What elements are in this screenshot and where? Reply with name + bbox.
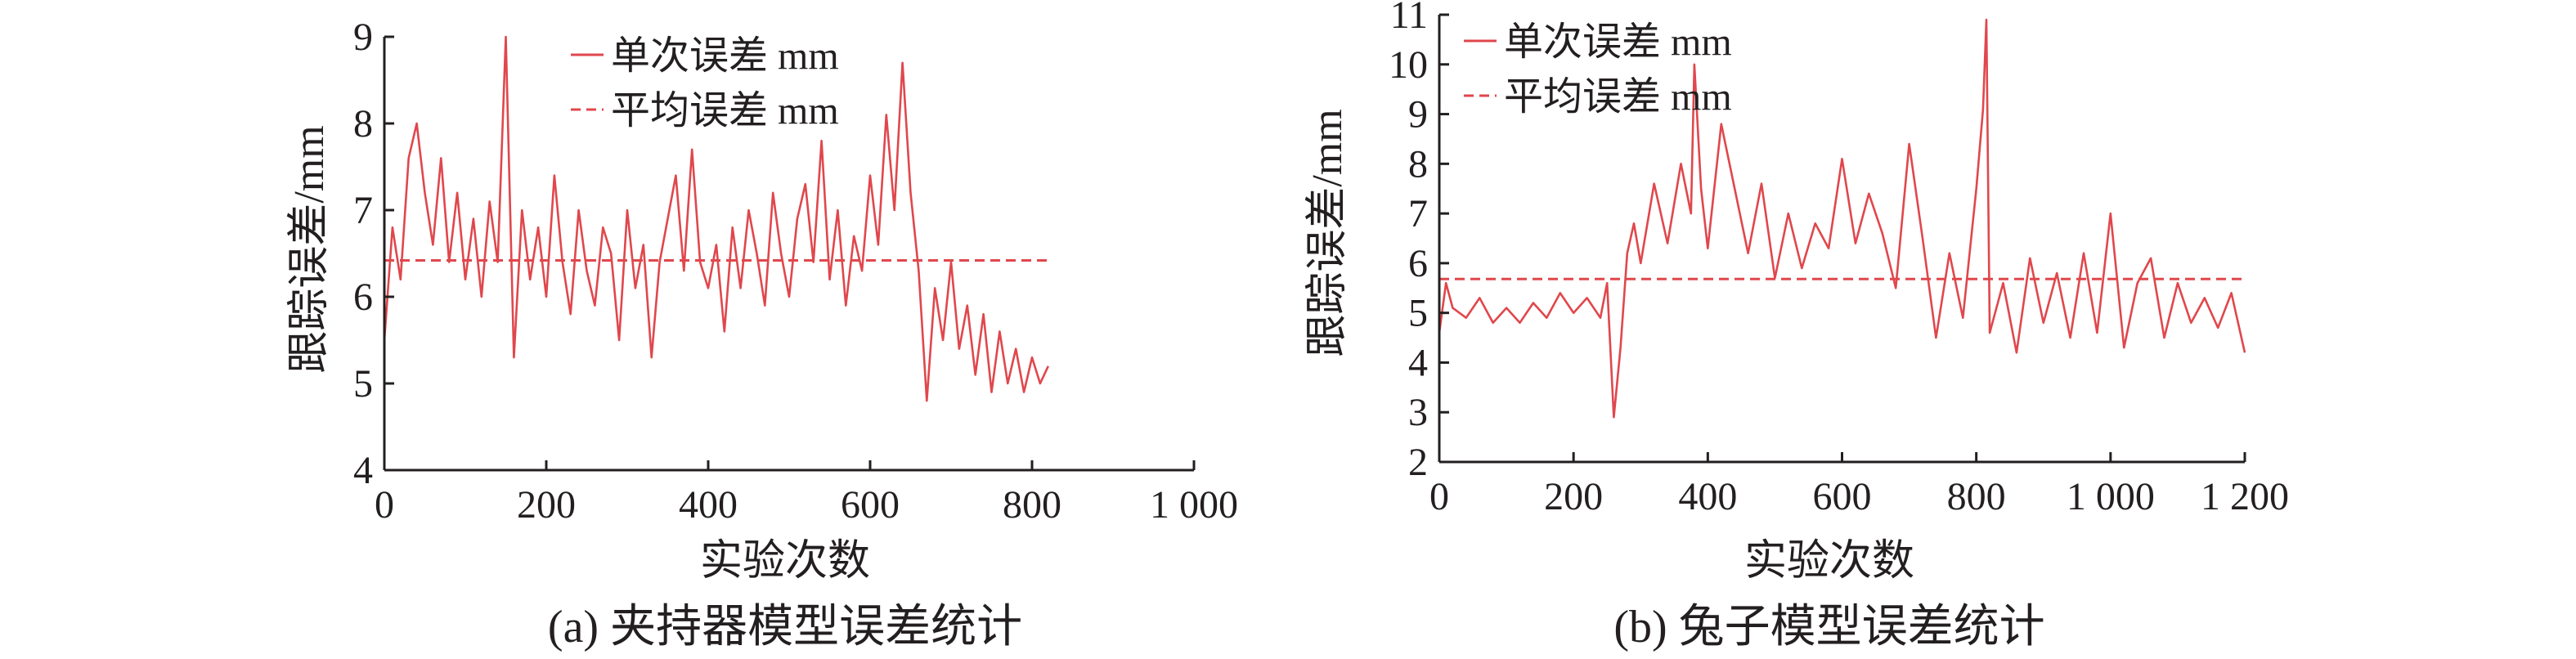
chart-a-x-tick-label: 200 <box>517 483 576 527</box>
chart-a-x-tick-label: 600 <box>841 483 900 527</box>
chart-a-y-tick-label: 4 <box>353 449 373 492</box>
chart-b-y-tick-label: 2 <box>1408 441 1428 484</box>
chart-b-y-tick-label: 4 <box>1408 341 1428 384</box>
chart-b-y-tick-label: 5 <box>1408 292 1428 335</box>
chart-b-y-tick-label: 11 <box>1390 0 1428 37</box>
chart-a-plot: 4 5 6 7 8 9 0 200 400 600 800 1 000 <box>353 16 1238 527</box>
chart-a-x-tick-label: 800 <box>1003 483 1061 527</box>
chart-a-legend: 单次误差 mm 平均误差 mm <box>571 34 839 132</box>
chart-b-x-tick-label: 1 200 <box>2201 475 2289 518</box>
chart-b-y-tick-label: 10 <box>1389 43 1428 87</box>
chart-b-x-tick-label: 0 <box>1429 475 1449 518</box>
chart-b-x-tick-label: 400 <box>1678 475 1737 518</box>
chart-b-legend-label-single: 单次误差 mm <box>1504 20 1732 64</box>
chart-b-y-tick-label: 9 <box>1408 93 1428 137</box>
chart-b-x-axis-label: 实验次数 <box>1744 538 1914 585</box>
chart-b-series-single-line <box>1438 18 2246 419</box>
chart-b-x-tick-label: 600 <box>1813 475 1872 518</box>
chart-b-y-axis-label: 跟踪误差/mm <box>1304 109 1351 356</box>
chart-a-y-tick-label: 9 <box>353 16 373 59</box>
chart-b-x-tick-label: 1 000 <box>2067 475 2155 518</box>
chart-b-x-tick-label: 200 <box>1544 475 1603 518</box>
chart-b-legend-label-mean: 平均误差 mm <box>1504 75 1732 119</box>
chart-a-legend-label-single: 单次误差 mm <box>611 34 839 78</box>
chart-b-x-tick-label: 800 <box>1947 475 2006 518</box>
chart-a-x-tick-label: 0 <box>375 483 394 527</box>
chart-b-caption: (b) 兔子模型误差统计 <box>1613 602 2044 652</box>
chart-a-x-axis-label: 实验次数 <box>700 538 870 585</box>
chart-a-y-tick-label: 7 <box>353 189 373 232</box>
chart-b: 2 3 4 5 6 7 8 9 10 11 0 200 400 600 800 1 000 1 200 单次误差… <box>1304 0 2289 652</box>
chart-b-y-tick-label: 8 <box>1408 142 1428 186</box>
chart-b-y-tick-label: 3 <box>1408 391 1428 434</box>
chart-a-y-tick-label: 5 <box>353 362 373 406</box>
chart-a-series-single-line <box>383 35 1049 402</box>
chart-a-y-tick-label: 6 <box>353 276 373 319</box>
chart-a: 4 5 6 7 8 9 0 200 400 600 800 1 000 单次误差 mm 平均误差 mm… <box>286 16 1238 652</box>
chart-b-plot: 2 3 4 5 6 7 8 9 10 11 0 200 400 600 800 1 000 1 200 <box>1389 0 2289 518</box>
chart-b-y-tick-label: 7 <box>1408 192 1428 235</box>
chart-a-caption: (a) 夹持器模型误差统计 <box>548 602 1022 652</box>
chart-a-x-tick-label: 1 000 <box>1150 483 1238 527</box>
chart-b-legend: 单次误差 mm 平均误差 mm <box>1464 20 1732 119</box>
chart-a-x-tick-label: 400 <box>679 483 738 527</box>
chart-a-y-axis-label: 跟踪误差/mm <box>286 125 333 373</box>
chart-a-y-tick-label: 8 <box>353 102 373 146</box>
chart-a-legend-label-mean: 平均误差 mm <box>611 89 839 132</box>
chart-b-y-tick-label: 6 <box>1408 242 1428 285</box>
